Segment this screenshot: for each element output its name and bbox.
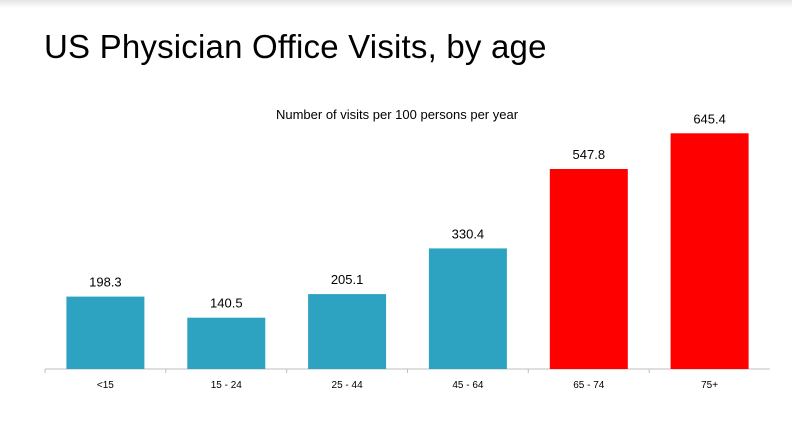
- data-label-2: 140.5: [210, 296, 243, 311]
- bar-1: [66, 296, 145, 369]
- category-label-1: <15: [97, 380, 114, 391]
- data-label-3: 205.1: [331, 272, 364, 287]
- data-label-6: 645.4: [693, 111, 726, 126]
- bars-group: [44, 133, 749, 373]
- data-label-5: 547.8: [573, 147, 606, 162]
- slide-title: US Physician Office Visits, by age: [44, 28, 547, 65]
- chart-title: Number of visits per 100 persons per yea…: [276, 107, 519, 122]
- bar-4: [428, 248, 507, 369]
- value-labels-group: 198.3 140.5 205.1 330.4 547.8 645.4: [89, 111, 726, 310]
- top-shadow-strip: [0, 0, 792, 8]
- data-label-1: 198.3: [89, 275, 122, 290]
- bar-2: [187, 317, 266, 369]
- category-labels-group: <15 15 - 24 25 - 44 45 - 64 65 - 74 75+: [97, 380, 718, 391]
- bar-6: [670, 133, 749, 369]
- category-label-6: 75+: [701, 380, 718, 391]
- category-label-3: 25 - 44: [332, 380, 364, 391]
- category-label-5: 65 - 74: [573, 380, 605, 391]
- bar-5: [549, 169, 628, 369]
- bar-3: [308, 294, 387, 369]
- category-label-4: 45 - 64: [452, 380, 484, 391]
- data-label-4: 330.4: [452, 226, 485, 241]
- category-label-2: 15 - 24: [211, 380, 243, 391]
